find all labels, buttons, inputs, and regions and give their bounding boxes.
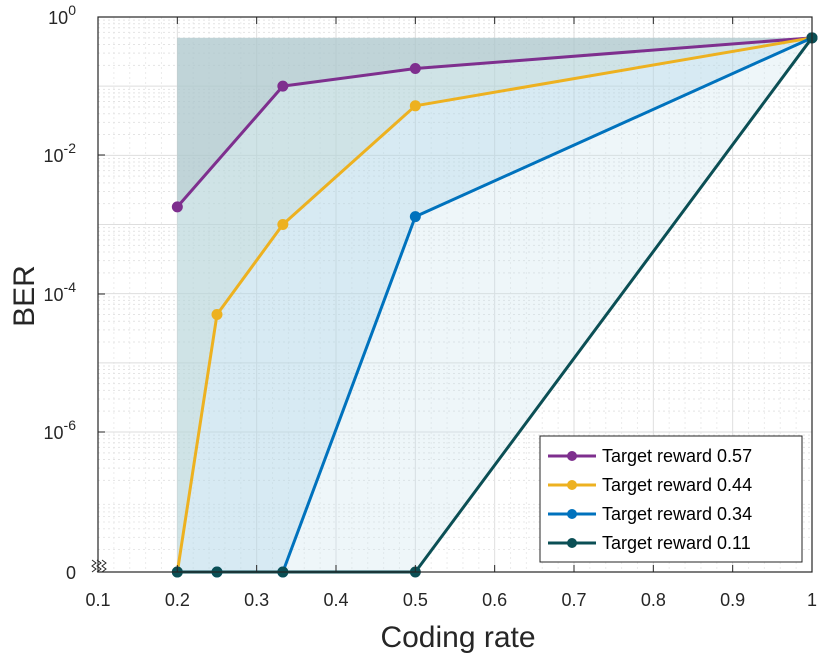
legend: Target reward 0.57 Target reward 0.44 Targ… (539, 435, 803, 563)
legend-marker (567, 538, 577, 548)
data-point (277, 219, 289, 230)
axes (91, 16, 813, 573)
x-tick-label: 0.3 (244, 590, 269, 610)
legend-label: Target reward 0.34 (602, 504, 752, 524)
shaded-region (177, 37, 813, 573)
y-tick-label: 0 (66, 563, 76, 583)
tick-labels: 0.1 0.2 0.3 0.4 0.5 0.6 0.7 0.8 0.9 1010-610-410-… (44, 2, 817, 610)
legend-marker (567, 480, 577, 490)
data-point (409, 63, 421, 75)
data-point (277, 80, 289, 92)
data-point (211, 308, 223, 320)
shaded-regions (177, 37, 813, 573)
x-tick-label: 0.5 (403, 590, 428, 610)
data-point (409, 100, 421, 112)
shaded-region (177, 37, 813, 573)
x-tick-label: 0.2 (165, 590, 190, 610)
x-tick-label: 0.9 (720, 590, 745, 610)
legend-label: Target reward 0.11 (602, 533, 751, 553)
legend-marker (567, 451, 577, 461)
x-tick-label: 1 (807, 590, 817, 610)
legend-label: Target reward 0.44 (602, 475, 752, 495)
x-tick-label: 0.6 (482, 590, 507, 610)
shaded-region (177, 37, 813, 573)
x-tick-label: 0.8 (641, 590, 666, 610)
y-axis-label: BER (8, 265, 41, 327)
shaded-region (177, 37, 813, 207)
series-line (176, 36, 813, 208)
data-point (409, 211, 421, 223)
x-axis-label: Coding rate (380, 621, 535, 654)
legend-label: Target reward 0.57 (602, 446, 752, 466)
x-tick-label: 0.1 (85, 590, 110, 610)
x-tick-label: 0.4 (323, 590, 348, 610)
data-point (171, 201, 183, 213)
x-tick-label: 0.7 (561, 590, 586, 610)
legend-marker (567, 509, 577, 519)
axis-break-icon (91, 559, 107, 573)
